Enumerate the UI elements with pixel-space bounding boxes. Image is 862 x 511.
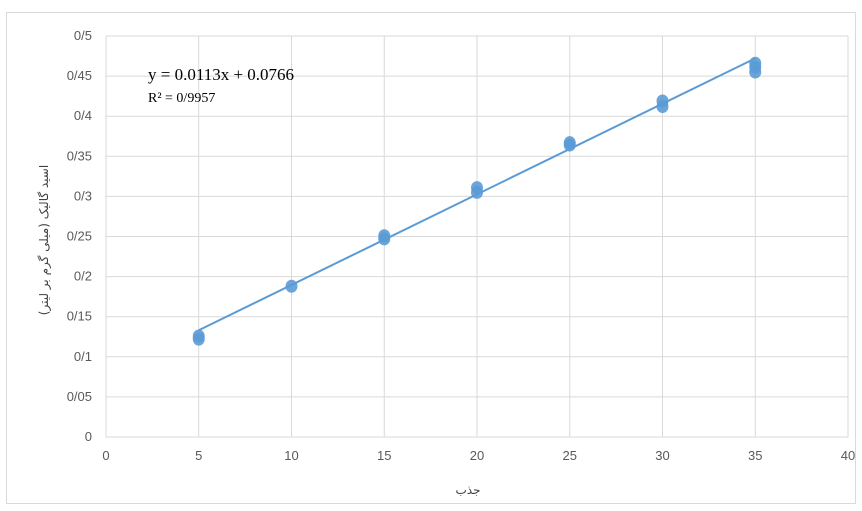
y-tick-label: 0/2 [74, 269, 92, 284]
trendline-equation: y = 0.0113x + 0.0766 [148, 65, 294, 84]
data-point [192, 329, 205, 343]
y-tick-label: 0/25 [67, 229, 92, 244]
x-tick-label: 20 [470, 448, 484, 463]
grid-lines [105, 35, 849, 438]
y-tick-label: 0/1 [74, 349, 92, 364]
x-tick-label: 25 [563, 448, 577, 463]
y-tick-label: 0/3 [74, 188, 92, 203]
trendline-r2: R² = 0/9957 [148, 91, 215, 106]
y-tick-label: 0/4 [74, 108, 92, 123]
x-tick-label: 15 [377, 448, 391, 463]
y-axis-title: اسید گالیک (میلی گرم بر لیتر) [37, 165, 52, 315]
y-tick-label: 0/45 [67, 68, 92, 83]
x-tick-label: 0 [102, 448, 109, 463]
data-point [471, 181, 483, 195]
x-axis-title: جذب [455, 483, 480, 497]
y-tick-label: 0 [85, 429, 92, 444]
data-point [563, 136, 576, 150]
chart-frame [6, 12, 856, 504]
data-points [192, 56, 762, 346]
data-point [285, 279, 298, 293]
y-tick-label: 0/05 [67, 389, 92, 404]
y-tick-label: 0/15 [67, 309, 92, 324]
y-tick-label: 0/5 [74, 28, 92, 43]
y-tick-labels: 0 0/05 0/1 0/15 0/2 0/25 0/3 0/35 0/4 0/45 0/5 [67, 28, 92, 444]
data-point [656, 94, 669, 108]
data-point [378, 229, 391, 243]
x-tick-label: 30 [655, 448, 669, 463]
x-tick-labels: 0 5 10 15 20 25 30 35 40 [102, 448, 855, 463]
x-tick-label: 10 [284, 448, 298, 463]
x-tick-label: 5 [195, 448, 202, 463]
x-tick-label: 40 [841, 448, 855, 463]
x-tick-label: 35 [748, 448, 762, 463]
y-tick-label: 0/35 [67, 148, 92, 163]
data-point [749, 56, 762, 70]
